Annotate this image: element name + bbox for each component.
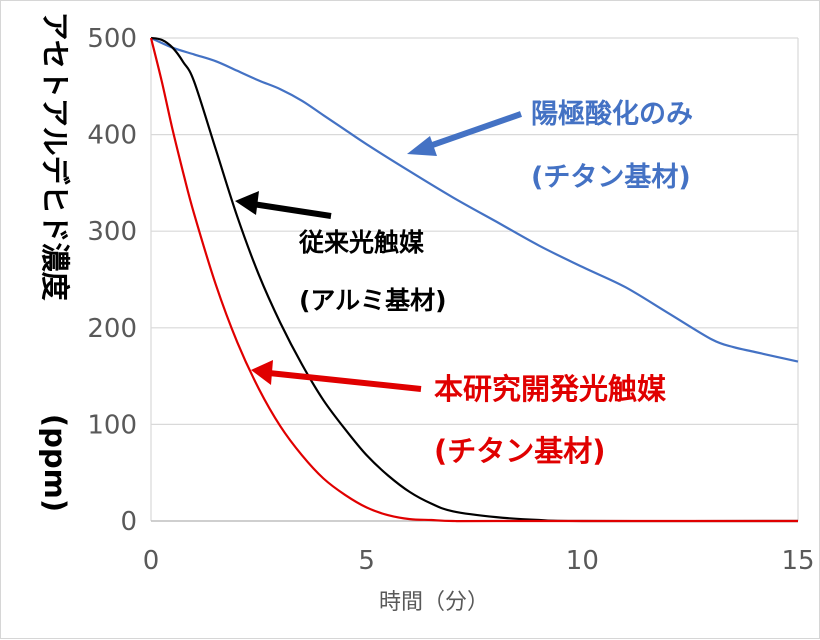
series-lines bbox=[149, 36, 799, 523]
y-tick-labels: 0 100 200 300 400 500 bbox=[87, 24, 137, 537]
arrow-conventional-head bbox=[235, 191, 259, 215]
annotation-anodized-line2: (チタン基材) bbox=[531, 162, 691, 193]
arrow-conventional-shaft bbox=[252, 201, 332, 219]
x-axis-label: 時間（分） bbox=[379, 590, 489, 615]
arrow-developed-shaft bbox=[268, 370, 422, 392]
annotation-anodized-line1: 陽極酸化のみ bbox=[531, 99, 693, 130]
x-tick-label-10: 10 bbox=[566, 546, 599, 576]
y-axis-unit: (ppm) bbox=[38, 414, 72, 512]
y-tick-label-200: 200 bbox=[87, 314, 137, 344]
series-line-developed bbox=[149, 37, 798, 523]
annotation-developed-line2: (チタン基材) bbox=[434, 434, 606, 468]
annotation-conventional-line2: (アルミ基材) bbox=[299, 286, 447, 315]
x-tick-label-0: 0 bbox=[143, 546, 160, 576]
x-tick-label-15: 15 bbox=[781, 546, 814, 576]
arrow-developed-head bbox=[251, 360, 273, 385]
annotation-conventional: 従来光触媒 (アルミ基材) bbox=[235, 191, 447, 315]
annotation-conventional-line1: 従来光触媒 bbox=[298, 228, 425, 257]
y-tick-label-500: 500 bbox=[87, 24, 137, 54]
y-tick-label-100: 100 bbox=[87, 410, 137, 440]
x-tick-labels: 0 5 10 15 bbox=[143, 546, 815, 576]
annotation-anodized: 陽極酸化のみ (チタン基材) bbox=[407, 99, 693, 193]
y-tick-label-400: 400 bbox=[87, 121, 137, 151]
y-axis-label: アセトアルデヒド濃度 bbox=[38, 11, 72, 300]
y-tick-label-300: 300 bbox=[87, 217, 137, 247]
series-line-anodized bbox=[150, 36, 799, 363]
y-tick-label-0: 0 bbox=[120, 507, 137, 537]
annotation-developed: 本研究開発光触媒 (チタン基材) bbox=[251, 360, 667, 468]
annotation-developed-line1: 本研究開発光触媒 bbox=[434, 372, 667, 406]
series-line-conventional bbox=[150, 36, 799, 523]
arrow-anodized-head bbox=[407, 136, 437, 156]
x-tick-label-5: 5 bbox=[358, 546, 375, 576]
arrow-anodized-shaft bbox=[420, 111, 522, 152]
